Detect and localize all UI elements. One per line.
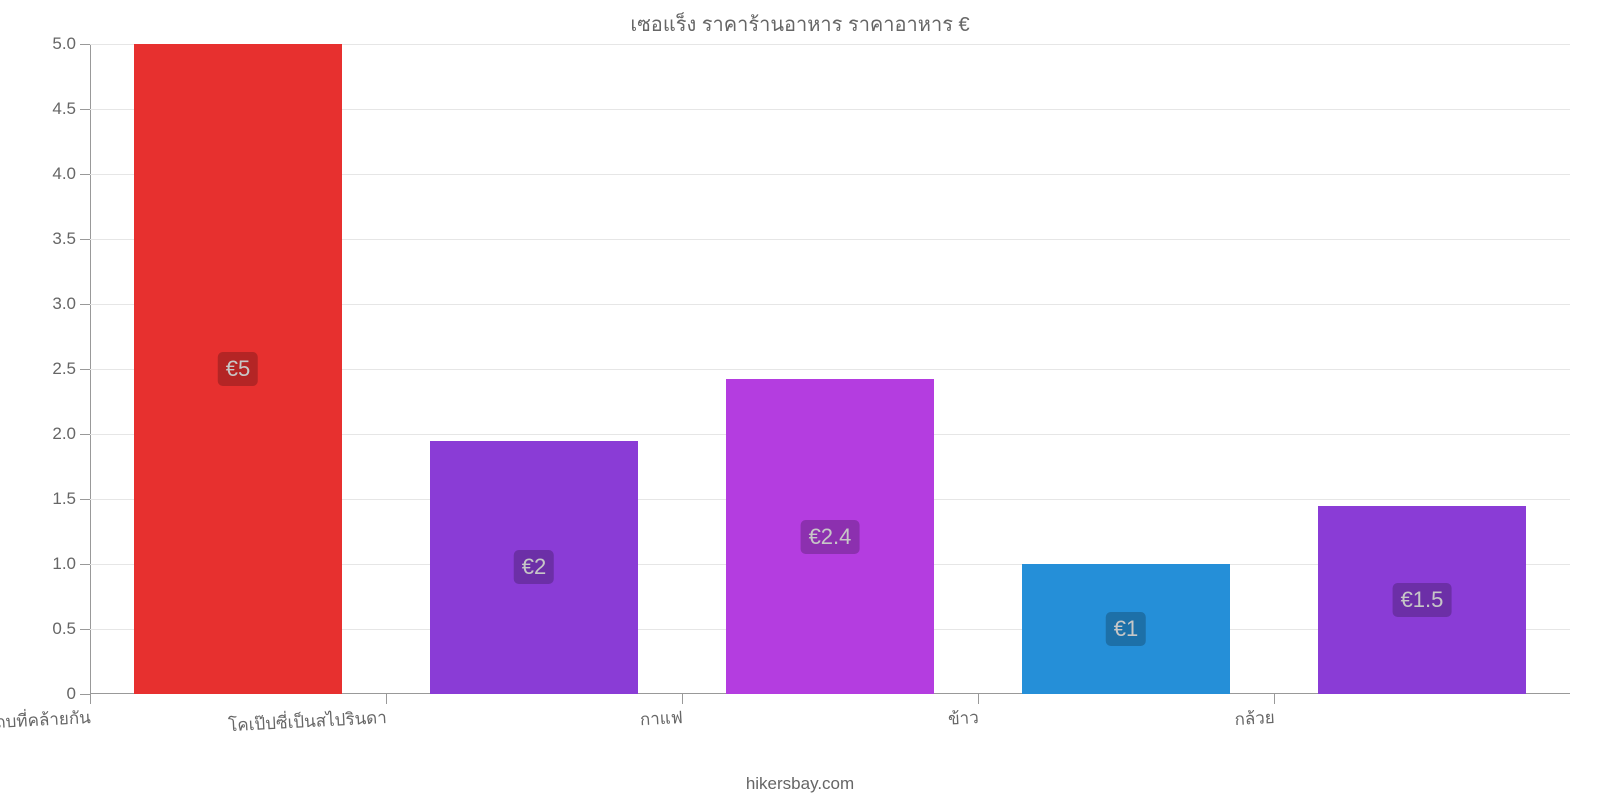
plot-area: 00.51.01.52.02.53.03.54.04.55.0€5เบอร์เก… bbox=[90, 44, 1570, 694]
y-tick bbox=[80, 239, 90, 240]
y-tick bbox=[80, 369, 90, 370]
bar: €2 bbox=[430, 441, 637, 695]
bar: €2.4 bbox=[726, 379, 933, 694]
bar-value-badge: €1.5 bbox=[1393, 583, 1452, 617]
x-tick-label: กล้วย bbox=[1234, 704, 1276, 733]
x-tick bbox=[978, 694, 979, 704]
bar: €1 bbox=[1022, 564, 1229, 694]
y-tick-label: 2.0 bbox=[52, 424, 76, 444]
bar-value-badge: €2 bbox=[514, 550, 554, 584]
y-tick-label: 3.5 bbox=[52, 229, 76, 249]
y-tick-label: 0.5 bbox=[52, 619, 76, 639]
x-tick bbox=[90, 694, 91, 704]
x-tick-label: ข้าว bbox=[947, 704, 979, 733]
y-tick-label: 0 bbox=[67, 684, 76, 704]
y-tick-label: 3.0 bbox=[52, 294, 76, 314]
bar-value-badge: €5 bbox=[218, 352, 258, 386]
bar-value-badge: €1 bbox=[1106, 612, 1146, 646]
bar-value-badge: €2.4 bbox=[801, 520, 860, 554]
y-tick bbox=[80, 564, 90, 565]
y-tick-label: 1.5 bbox=[52, 489, 76, 509]
y-tick bbox=[80, 44, 90, 45]
chart-title: เซอแร็ง ราคาร้านอาหาร ราคาอาหาร € bbox=[0, 8, 1600, 40]
x-tick bbox=[1274, 694, 1275, 704]
x-tick-label: กาแฟ bbox=[639, 704, 683, 733]
y-tick bbox=[80, 174, 90, 175]
x-tick-label: โคเป๊ปซี่เป็นสไปรินดา bbox=[227, 704, 387, 739]
y-tick-label: 5.0 bbox=[52, 34, 76, 54]
bar-chart: เซอแร็ง ราคาร้านอาหาร ราคาอาหาร € 00.51.… bbox=[0, 0, 1600, 800]
attribution-text: hikersbay.com bbox=[0, 774, 1600, 794]
y-tick-label: 4.5 bbox=[52, 99, 76, 119]
y-tick bbox=[80, 434, 90, 435]
x-tick bbox=[682, 694, 683, 704]
y-tick-label: 1.0 bbox=[52, 554, 76, 574]
y-tick bbox=[80, 694, 90, 695]
y-tick bbox=[80, 109, 90, 110]
y-tick bbox=[80, 304, 90, 305]
x-tick bbox=[386, 694, 387, 704]
bar: €1.5 bbox=[1318, 506, 1525, 695]
y-tick bbox=[80, 629, 90, 630]
y-tick-label: 4.0 bbox=[52, 164, 76, 184]
bar: €5 bbox=[134, 44, 341, 694]
y-tick-label: 2.5 bbox=[52, 359, 76, 379]
x-tick-label: เบอร์เกอร์ Mac กษัตริย์หรือแถบที่คล้ายกั… bbox=[0, 704, 91, 747]
y-tick bbox=[80, 499, 90, 500]
